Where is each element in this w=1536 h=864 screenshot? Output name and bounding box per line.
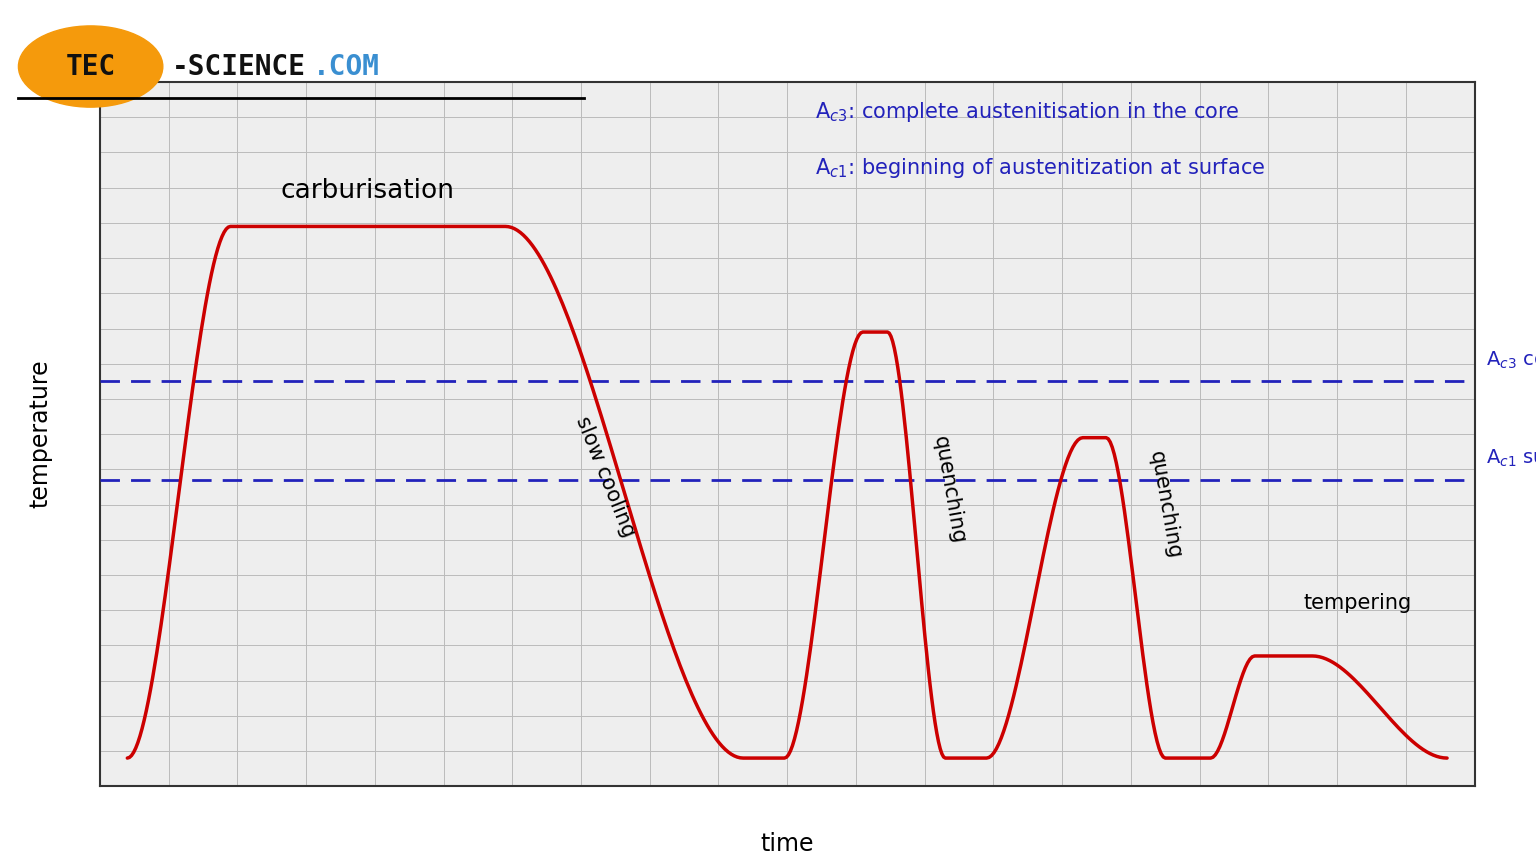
Text: time: time (760, 832, 814, 856)
Text: slow cooling: slow cooling (573, 413, 639, 540)
Text: -SCIENCE: -SCIENCE (172, 53, 306, 80)
Text: temperature: temperature (29, 359, 52, 509)
Text: carburisation: carburisation (281, 178, 455, 204)
Text: quenching: quenching (1146, 449, 1184, 560)
Text: A$_{c1}$: beginning of austenitization at surface: A$_{c1}$: beginning of austenitization a… (814, 156, 1266, 180)
Text: quenching: quenching (931, 435, 969, 546)
Text: A$_{c1}$ surface: A$_{c1}$ surface (1485, 447, 1536, 469)
Text: tempering: tempering (1304, 594, 1412, 613)
Text: TEC: TEC (66, 53, 115, 80)
Text: .COM: .COM (313, 53, 381, 80)
Text: A$_{c3}$: complete austenitisation in the core: A$_{c3}$: complete austenitisation in th… (814, 99, 1240, 124)
Text: A$_{c3}$ core: A$_{c3}$ core (1485, 349, 1536, 371)
